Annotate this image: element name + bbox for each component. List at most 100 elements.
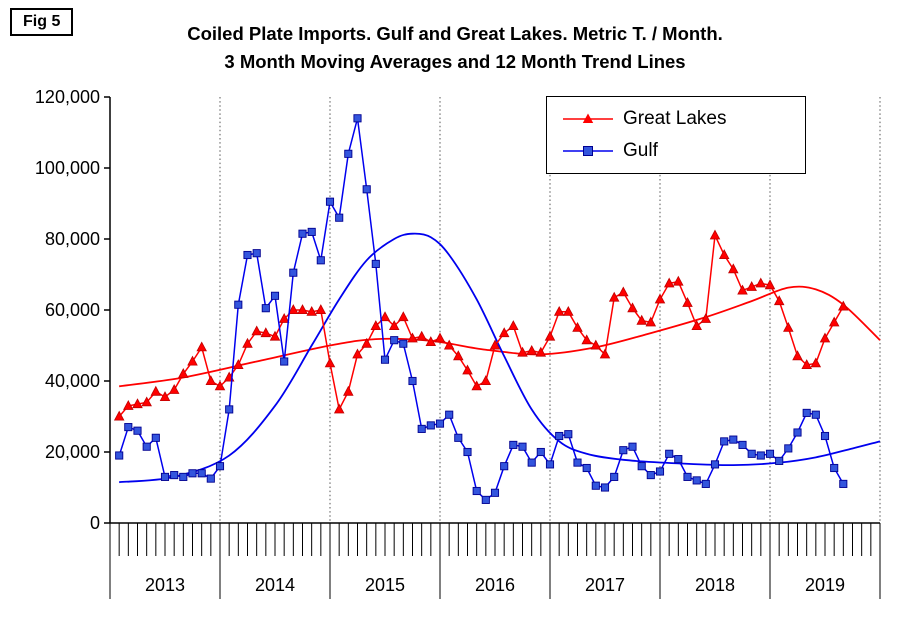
square-marker-gulf [756,451,765,460]
triangle-marker-great-lakes [709,229,721,240]
square-marker-gulf [775,456,784,465]
triangle-marker-great-lakes [288,304,299,314]
square-marker-gulf [527,458,536,467]
triangle-marker-great-lakes [443,339,455,350]
square-marker-gulf [591,481,600,490]
triangle-marker-great-lakes [792,350,803,361]
square-marker-gulf [710,460,720,469]
square-marker-gulf [170,471,179,480]
square-marker-gulf [399,339,408,348]
square-marker-gulf [390,336,399,345]
triangle-marker-great-lakes [838,300,849,311]
square-marker-gulf [536,447,545,457]
square-marker-gulf [353,114,362,123]
square-marker-gulf [234,300,243,309]
square-marker-gulf [426,421,435,430]
square-marker-gulf [729,435,738,444]
triangle-marker-great-lakes [471,380,482,391]
square-marker-gulf [665,449,674,458]
triangle-marker-great-lakes [572,321,583,332]
triangle-marker-great-lakes [214,380,226,391]
year-label: 2016 [475,575,515,595]
figure-label: Fig 5 [10,8,74,36]
square-marker-gulf [481,495,490,504]
triangle-marker-great-lakes [636,314,647,325]
square-marker-gulf [215,462,225,471]
square-marker-gulf [115,451,124,460]
great-lakes-legend-marker-icon [563,113,613,123]
triangle-marker-great-lakes [306,305,317,316]
square-marker-gulf [188,469,197,478]
square-marker-gulf [335,213,344,222]
triangle-marker-great-lakes [343,385,354,396]
square-marker-gulf [582,463,591,473]
chart-title-line1: Coiled Plate Imports. Gulf and Great Lak… [187,23,723,44]
triangle-marker-great-lakes [645,316,657,327]
square-marker-gulf [408,376,417,386]
y-tick-label: 80,000 [45,229,100,249]
triangle-marker-great-lakes [315,304,327,314]
triangle-marker-great-lakes [498,327,510,338]
triangle-marker-great-lakes [526,344,537,355]
square-marker-gulf [692,476,701,485]
y-tick-label: 20,000 [45,442,100,462]
square-marker-gulf [124,423,133,432]
square-marker-gulf [830,463,839,473]
triangle-marker-great-lakes [150,385,162,396]
square-marker-gulf [600,483,610,492]
square-marker-gulf [628,442,637,451]
triangle-marker-great-lakes [553,305,565,316]
gulf-legend-marker-icon [563,146,613,157]
triangle-marker-great-lakes [828,316,840,327]
square-marker-gulf [765,449,775,458]
triangle-marker-great-lakes [242,337,253,348]
triangle-marker-great-lakes [535,346,547,357]
triangle-marker-great-lakes [718,249,730,259]
triangle-marker-great-lakes [517,346,528,357]
triangle-marker-great-lakes [425,336,437,346]
square-marker-gulf [380,355,390,364]
year-label: 2015 [365,575,405,595]
legend-label-gulf: Gulf [623,140,658,162]
triangle-marker-great-lakes [590,339,602,350]
triangle-marker-great-lakes [563,305,574,316]
square-marker-gulf [243,250,252,260]
triangle-marker-great-lakes [682,297,693,307]
triangle-marker-great-lakes [453,350,464,361]
square-marker-gulf [555,431,564,441]
square-marker-gulf [142,442,151,451]
triangle-marker-great-lakes [489,339,501,350]
square-marker-gulf [674,455,683,464]
triangle-marker-great-lakes [737,284,748,295]
year-label: 2013 [145,575,185,595]
square-marker-gulf [637,462,646,471]
triangle-marker-great-lakes [132,398,143,409]
triangle-marker-great-lakes [398,311,409,322]
square-marker-gulf [160,472,170,481]
triangle-marker-great-lakes [618,286,629,297]
square-marker-gulf [793,428,802,437]
triangle-marker-great-lakes [388,320,400,330]
triangle-marker-great-lakes [361,337,372,348]
y-tick-label: 60,000 [45,300,100,320]
triangle-marker-great-lakes [508,320,519,330]
triangle-marker-great-lakes [755,277,767,288]
triangle-marker-great-lakes [608,291,620,302]
square-marker-gulf [720,437,729,446]
triangle-marker-great-lakes [654,293,666,304]
square-marker-gulf [500,462,509,471]
square-marker-gulf [298,229,307,238]
triangle-marker-great-lakes [691,320,702,330]
triangle-marker-great-lakes [141,396,152,407]
year-label: 2019 [805,575,845,595]
triangle-marker-great-lakes [407,332,418,343]
square-marker-gulf [133,426,142,435]
year-label: 2018 [695,575,735,595]
triangle-marker-great-lakes [819,332,831,343]
square-marker-gulf [820,431,830,441]
square-marker-gulf [316,256,325,265]
square-marker-gulf [362,185,371,194]
square-marker-gulf [490,488,500,497]
triangle-marker-great-lakes [673,275,684,286]
